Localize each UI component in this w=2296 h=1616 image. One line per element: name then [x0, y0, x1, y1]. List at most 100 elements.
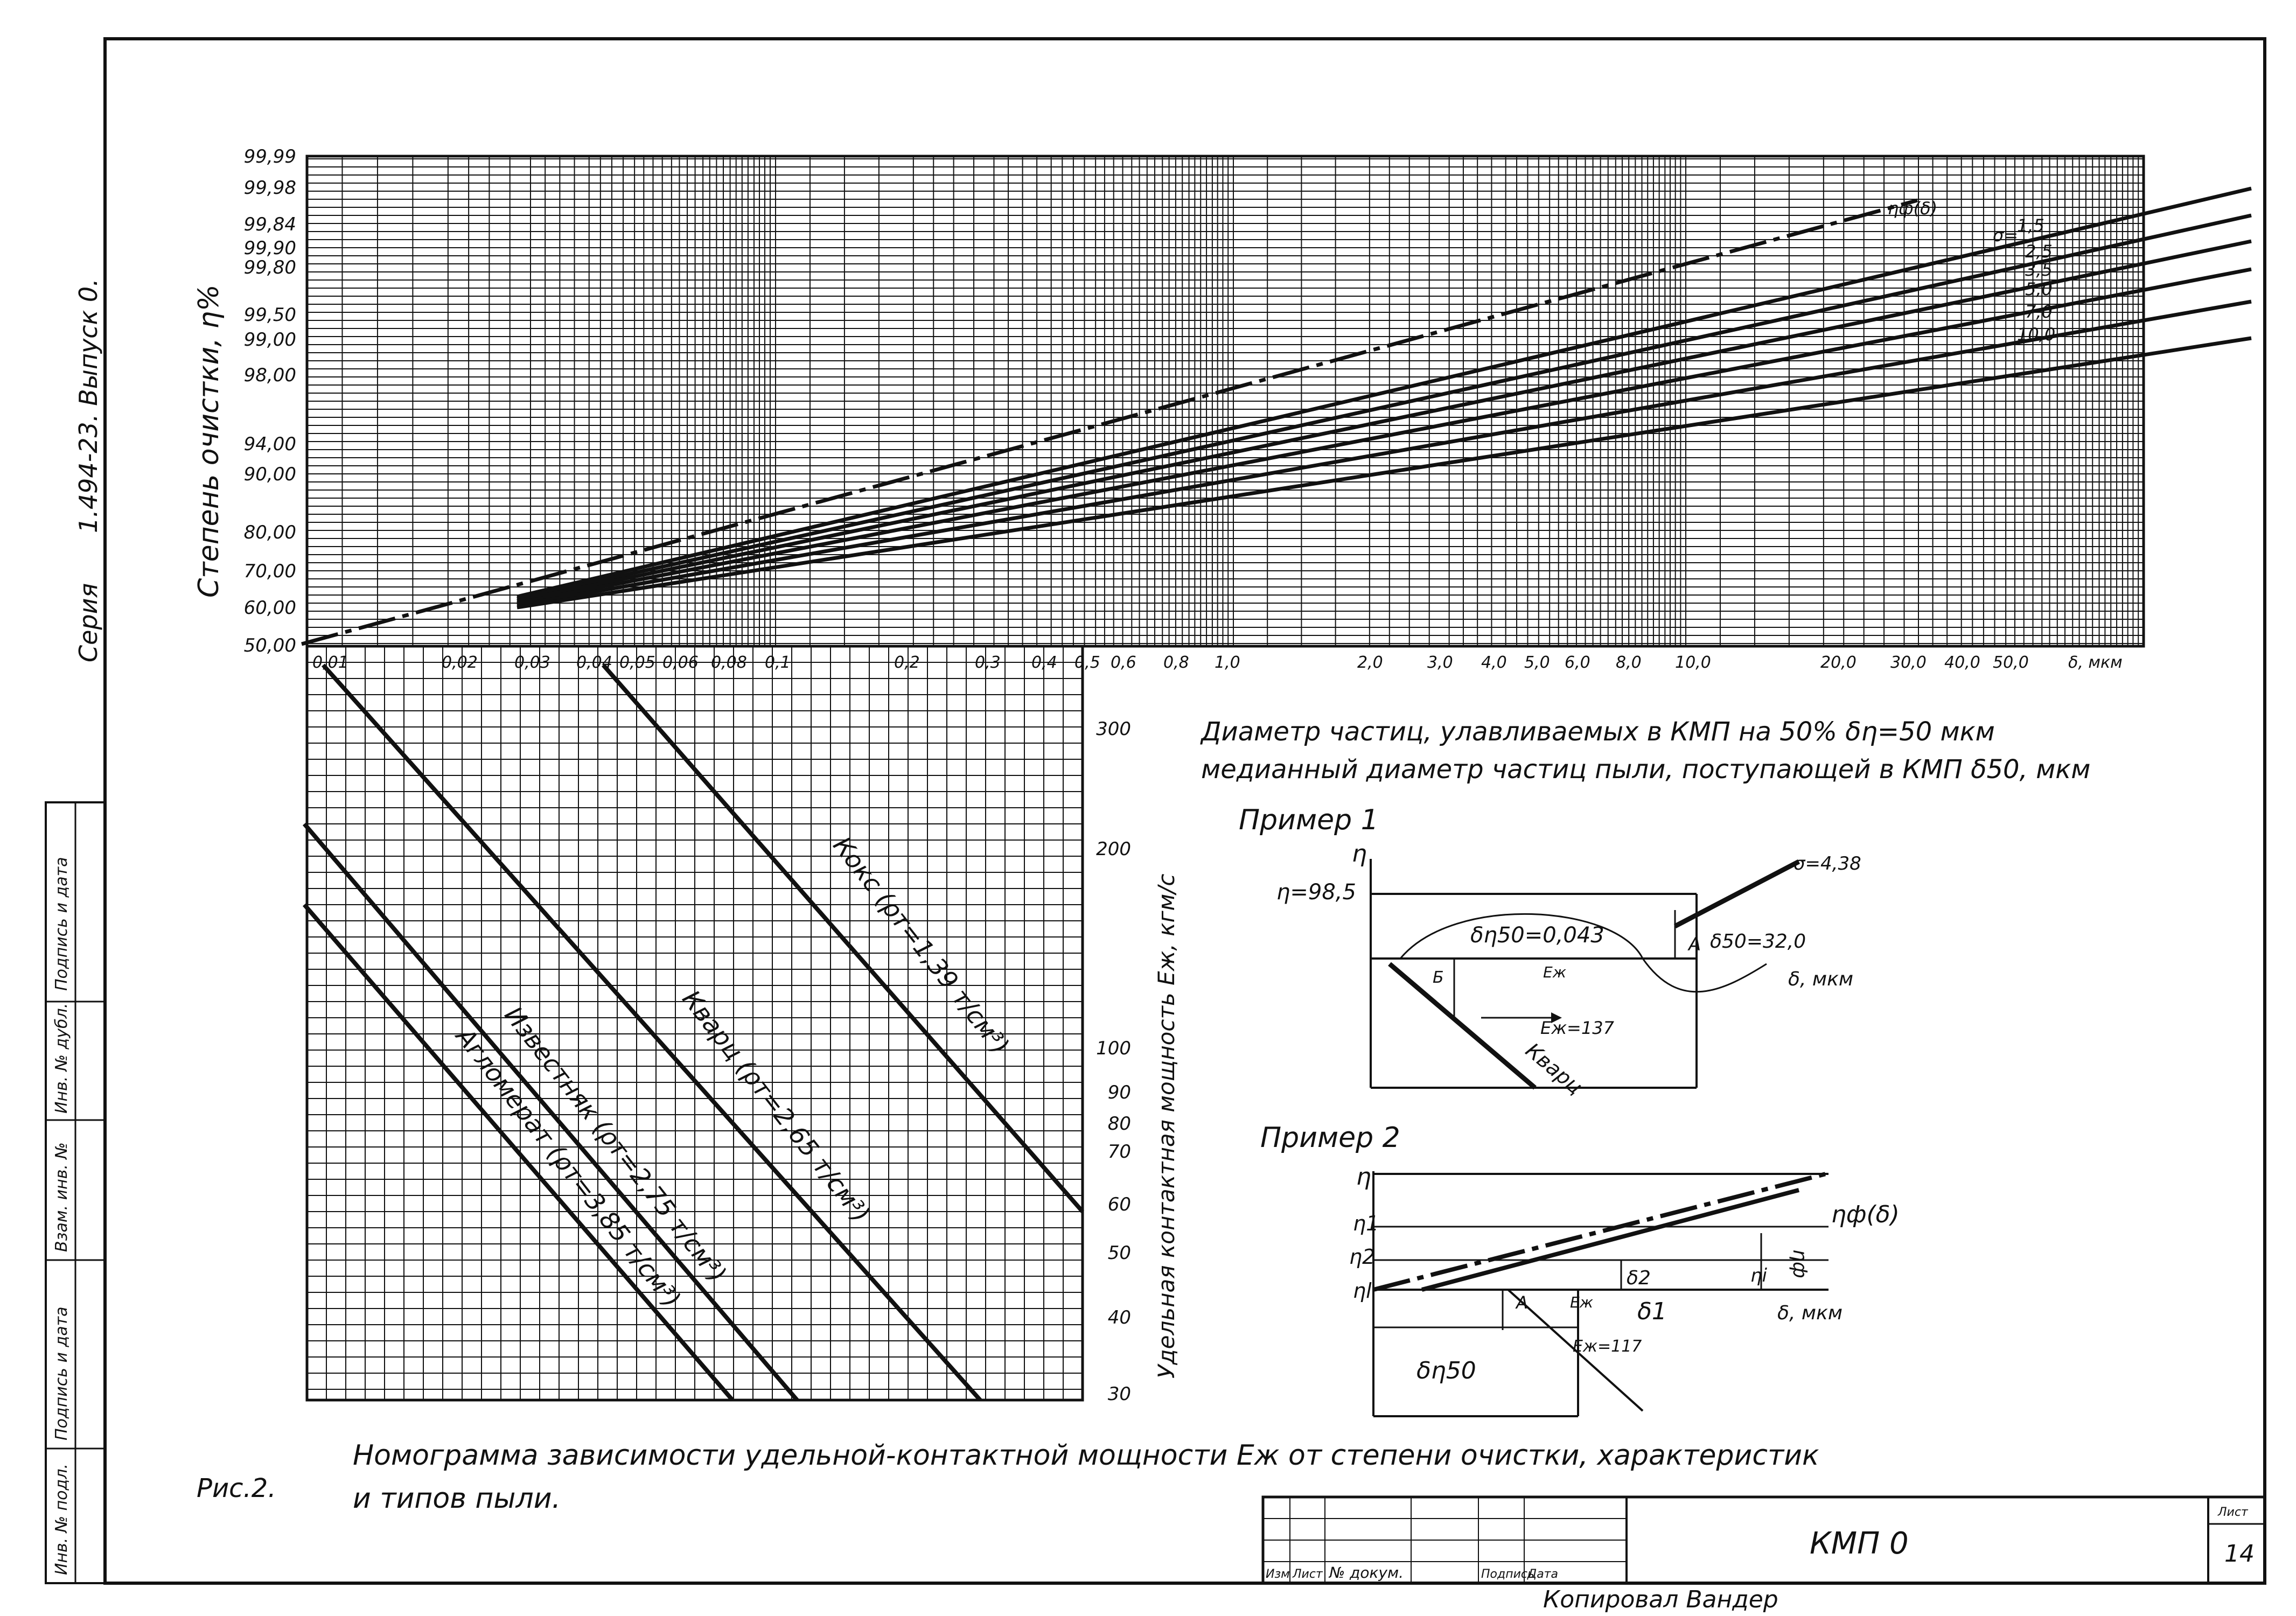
ex2-eta1: η1	[1353, 1212, 1379, 1235]
top-chart-grid	[305, 155, 2145, 648]
ytick: 94,00	[244, 433, 296, 455]
ex1-line-label: Кварц	[1521, 1038, 1587, 1099]
ytick: 30	[1108, 1383, 1131, 1405]
tb-head-sign: Подпись	[1481, 1568, 1534, 1581]
tb-head-date: Дата	[1527, 1568, 1558, 1581]
ex1-point-b: Б	[1433, 968, 1444, 987]
label-kvarc: Кварц (ρт=2,65 т/см³)	[676, 985, 876, 1228]
stamp-cell-3: Подпись и дата	[52, 1307, 71, 1441]
curve-label-eta-f: ηф(δ)	[1888, 198, 1937, 219]
ex2-d-unit: δ, мкм	[1777, 1302, 1843, 1324]
ytick: 80	[1108, 1113, 1131, 1135]
ex2-d2: δ2	[1627, 1267, 1651, 1289]
ex1-eta-value: η=98,5	[1276, 880, 1356, 905]
ex1-point-a: A	[1687, 934, 1701, 955]
xtick: 3,0	[1427, 653, 1453, 672]
ex2-eta2: η2	[1349, 1245, 1375, 1269]
ex2-point-a: A	[1515, 1292, 1528, 1313]
line-kvarc	[322, 663, 982, 1402]
caption-line-2: и типов пыли.	[353, 1482, 561, 1515]
ytick: 99,98	[244, 177, 296, 199]
ex1-e-zh: Eж	[1543, 963, 1566, 981]
xtick: 0,02	[442, 653, 478, 672]
sigma-label-2-5: 2,5	[2025, 241, 2053, 262]
ex1-d-unit: δ, мкм	[1788, 968, 1853, 990]
ytick: 60	[1108, 1194, 1131, 1215]
xtick: 10,0	[1675, 653, 1711, 672]
xtick: 50,0	[1993, 653, 2029, 672]
ytick: 99,99	[244, 146, 296, 167]
ex2-curve: ηф(δ)	[1831, 1201, 1900, 1228]
ex1-eta: η	[1352, 840, 1367, 868]
xtick-unit: δ, мкм	[2068, 653, 2123, 672]
stamp-cell-0: Подпись и дата	[52, 857, 71, 991]
line-aglomerat	[302, 903, 735, 1402]
example-1-title: Пример 1	[1239, 804, 1379, 836]
stamp-cell-1: Инв. № дубл.	[52, 1003, 71, 1114]
tb-head-list: Лист	[1292, 1568, 1323, 1581]
caption-line-1: Номограмма зависимости удельной-контактн…	[353, 1439, 1819, 1472]
ex2-eta-i: ηi	[1750, 1265, 1768, 1286]
xtick: 0,4	[1031, 653, 1057, 672]
curve-sigma-2-5	[517, 213, 2252, 601]
sigma-label-1-5: 1,5	[2017, 215, 2044, 236]
example-2-title: Пример 2	[1260, 1122, 1400, 1154]
xtick: 0,06	[662, 653, 699, 672]
figure-number: Рис.2.	[197, 1473, 276, 1503]
xtick: 0,08	[711, 653, 747, 672]
ytick: 99,90	[244, 237, 296, 259]
title-block: Изм Лист № докум. Подпись Дата КМП 0 Лис…	[1261, 1495, 2266, 1613]
curve-sigma-7-0	[517, 299, 2252, 607]
line-koks	[601, 663, 1085, 1213]
sigma-label-3-5: 3,5	[2025, 260, 2053, 280]
note-line-1: Диаметр частиц, улавливаемых в КМП на 50…	[1200, 717, 1995, 747]
ex1-e-value: Eж=137	[1540, 1018, 1615, 1038]
ytick: 50	[1108, 1242, 1131, 1264]
bottom-right-yticks: 300 200 100 90 80 70 60 50 40 30	[1096, 718, 1131, 1405]
ex2-eta-f: ηф	[1789, 1249, 1811, 1278]
side-stamp: Подпись и дата Инв. № дубл. Взам. инв. №…	[45, 801, 106, 1584]
xtick: 0,01	[312, 653, 348, 672]
series-code: 1.494-23. Выпуск 0.	[74, 278, 103, 533]
ytick: 80,00	[244, 522, 296, 543]
xtick: 8,0	[1616, 653, 1642, 672]
ex1-sigma: σ=4,38	[1793, 853, 1861, 875]
tb-sheet-label: Лист	[2217, 1506, 2249, 1519]
note-line-2: медианный диаметр частиц пыли, поступающ…	[1201, 754, 2090, 785]
xtick: 5,0	[1524, 653, 1550, 672]
ytick: 99,00	[244, 329, 296, 351]
sigma-labels: ηф(δ) σ= 1,5 2,5 3,5 5,0 7,0 10,0	[1888, 198, 2055, 345]
curve-sigma-10-0	[517, 336, 2252, 610]
xtick: 0,03	[514, 653, 550, 672]
stamp-cell-4: Инв. № подл.	[52, 1464, 71, 1575]
sigma-curves	[301, 186, 2252, 646]
xtick: 40,0	[1944, 653, 1980, 672]
xtick: 0,1	[765, 653, 791, 672]
top-xticks: 0,01 0,02 0,03 0,04 0,05 0,06 0,08 0,1 0…	[312, 653, 2123, 672]
ex2-d-eta50: δη50	[1416, 1357, 1476, 1384]
xtick: 0,8	[1163, 653, 1189, 672]
sigma-label-10-0: 10,0	[2017, 324, 2055, 345]
xtick: 0,5	[1074, 653, 1100, 672]
sheet-frame	[103, 37, 2266, 1585]
tb-sheet-no: 14	[2224, 1540, 2255, 1568]
ytick: 70	[1108, 1141, 1131, 1163]
xtick: 0,6	[1111, 653, 1136, 672]
tb-head-izm: Изм	[1266, 1568, 1290, 1581]
curve-sigma-3-5	[517, 239, 2252, 603]
ytick: 40	[1108, 1307, 1131, 1328]
ytick: 50,00	[244, 635, 296, 656]
ytick: 99,80	[244, 257, 296, 278]
sigma-label-7-0: 7,0	[2025, 302, 2053, 322]
stamp-cell-2: Взам. инв. №	[52, 1142, 71, 1252]
xtick: 4,0	[1481, 653, 1507, 672]
xtick: 20,0	[1820, 653, 1857, 672]
ex2-e-zh: Eж	[1570, 1293, 1593, 1311]
tb-copied: Копировал Вандер	[1543, 1586, 1778, 1613]
dust-lines	[302, 663, 1085, 1402]
ex2-eta: η	[1356, 1163, 1371, 1191]
bottom-chart-grid	[305, 645, 1084, 1402]
ytick: 70,00	[244, 561, 296, 582]
xtick: 0,05	[619, 653, 655, 672]
